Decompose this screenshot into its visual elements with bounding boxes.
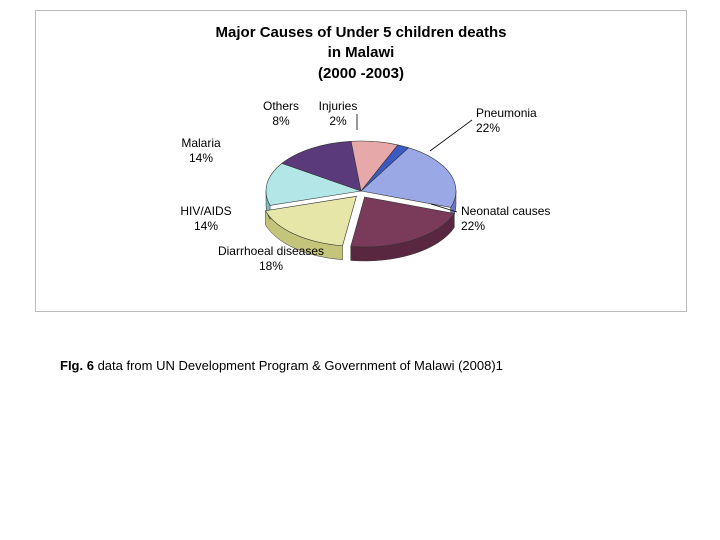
slice-label-neonatal-causes: Neonatal causes22% [461,204,550,234]
caption-text: data from UN Development Program & Gover… [94,358,503,373]
slice-label-text: Injuries [319,99,358,114]
slice-label-text: Others [263,99,299,114]
figure-label: FIg. 6 [60,358,94,373]
slice-label-pct: 22% [476,121,537,136]
title-line-3: (2000 -2003) [318,65,404,82]
slice-label-pct: 14% [180,219,231,234]
slice-label-text: Pneumonia [476,106,537,121]
slice-label-text: Malaria [181,136,220,151]
chart-frame: Major Causes of Under 5 children deaths … [35,10,687,312]
slice-label-text: Diarrhoeal diseases [218,244,324,259]
pie-area: Pneumonia22%Neonatal causes22%Diarrhoeal… [36,96,686,306]
slice-label-pct: 2% [319,114,358,129]
slice-label-pct: 8% [263,114,299,129]
title-line-1: Major Causes of Under 5 children deaths [216,24,507,41]
slice-label-pct: 18% [218,259,324,274]
slice-label-text: HIV/AIDS [180,204,231,219]
slice-label-hiv-aids: HIV/AIDS14% [180,204,231,234]
slice-label-pct: 14% [181,151,220,166]
figure-caption: FIg. 6 data from UN Development Program … [60,358,503,373]
chart-title: Major Causes of Under 5 children deaths … [36,23,686,84]
slice-label-diarrhoeal-diseases: Diarrhoeal diseases18% [218,244,324,274]
slice-label-injuries: Injuries2% [319,99,358,129]
slice-label-pneumonia: Pneumonia22% [476,106,537,136]
slice-label-others: Others8% [263,99,299,129]
slice-label-text: Neonatal causes [461,204,550,219]
title-line-2: in Malawi [328,44,395,61]
slice-label-pct: 22% [461,219,550,234]
slice-label-malaria: Malaria14% [181,136,220,166]
